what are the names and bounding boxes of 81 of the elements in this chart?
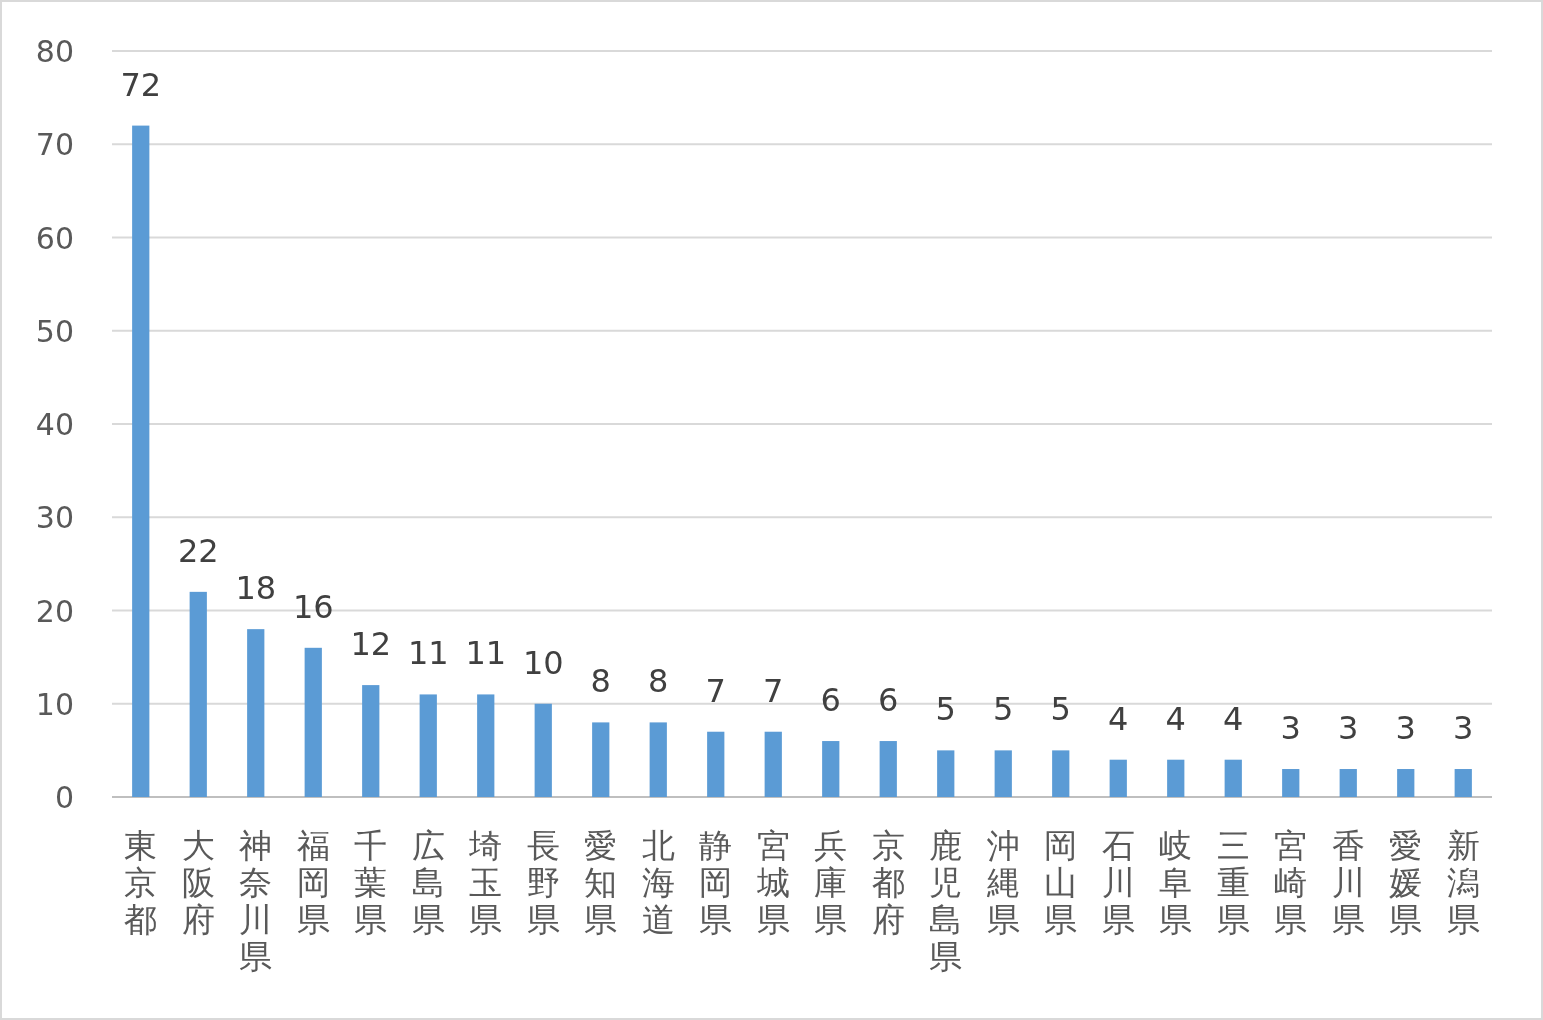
x-tick-label: 三重県 bbox=[1216, 826, 1250, 939]
data-label: 5 bbox=[993, 690, 1014, 729]
data-label: 4 bbox=[1108, 699, 1129, 738]
y-tick-label: 10 bbox=[35, 686, 74, 722]
data-label: 5 bbox=[935, 690, 956, 729]
bar bbox=[1282, 769, 1300, 797]
bar bbox=[304, 647, 322, 797]
bar bbox=[132, 125, 150, 797]
x-tick-label: 岡山県 bbox=[1044, 826, 1078, 939]
bar bbox=[994, 750, 1012, 797]
bar bbox=[1224, 759, 1242, 797]
bar bbox=[879, 741, 897, 797]
bar bbox=[247, 629, 265, 797]
data-label: 5 bbox=[1050, 690, 1071, 729]
x-tick-label: 岐阜県 bbox=[1159, 826, 1193, 939]
data-label: 7 bbox=[763, 671, 784, 710]
bar bbox=[1454, 769, 1472, 797]
data-label: 11 bbox=[407, 634, 449, 673]
x-tick-label: 大阪府 bbox=[181, 826, 215, 939]
x-tick-label: 北海道 bbox=[641, 826, 675, 939]
bar bbox=[1397, 769, 1415, 797]
x-tick-label: 広島県 bbox=[411, 826, 445, 939]
bar bbox=[937, 750, 955, 797]
data-label: 3 bbox=[1280, 709, 1301, 748]
bar bbox=[592, 722, 610, 797]
x-tick-label: 兵庫県 bbox=[814, 826, 848, 939]
x-tick-label: 宮崎県 bbox=[1274, 826, 1308, 939]
x-tick-label: 東京都 bbox=[124, 826, 158, 939]
x-tick-label: 福岡県 bbox=[296, 826, 330, 939]
data-label: 3 bbox=[1395, 709, 1416, 748]
bar bbox=[1167, 759, 1185, 797]
y-tick-label: 70 bbox=[35, 127, 74, 163]
data-label: 4 bbox=[1223, 699, 1244, 738]
bar bbox=[419, 694, 437, 797]
y-tick-label: 80 bbox=[35, 34, 74, 69]
data-label: 12 bbox=[350, 625, 392, 664]
data-label: 6 bbox=[878, 681, 899, 720]
x-tick-label: 静岡県 bbox=[699, 826, 733, 939]
data-label: 7 bbox=[705, 671, 726, 710]
x-tick-label: 鹿児島県 bbox=[929, 826, 963, 976]
data-label: 3 bbox=[1338, 709, 1359, 748]
data-label: 16 bbox=[292, 587, 334, 626]
x-tick-label: 新潟県 bbox=[1446, 826, 1480, 939]
bar bbox=[477, 694, 495, 797]
bar bbox=[764, 731, 782, 797]
data-label: 3 bbox=[1453, 709, 1474, 748]
data-label: 6 bbox=[820, 681, 841, 720]
data-label: 18 bbox=[235, 569, 277, 608]
data-label: 11 bbox=[465, 634, 507, 673]
data-label: 4 bbox=[1165, 699, 1186, 738]
data-label: 10 bbox=[522, 643, 564, 682]
x-tick-label: 埼玉県 bbox=[468, 826, 503, 939]
bar bbox=[649, 722, 667, 797]
bar bbox=[1109, 759, 1127, 797]
y-tick-label: 30 bbox=[35, 500, 74, 536]
data-label: 22 bbox=[177, 531, 219, 570]
bar bbox=[707, 731, 725, 797]
x-tick-label: 千葉県 bbox=[354, 826, 388, 939]
x-tick-label: 香川県 bbox=[1331, 826, 1365, 939]
bar bbox=[1339, 769, 1357, 797]
data-label: 8 bbox=[590, 662, 611, 701]
x-tick-label: 愛知県 bbox=[584, 826, 618, 939]
bar bbox=[534, 703, 552, 797]
x-tick-label: 石川県 bbox=[1101, 826, 1135, 939]
y-tick-label: 20 bbox=[35, 593, 74, 629]
bar bbox=[362, 685, 380, 797]
x-tick-label: 愛媛県 bbox=[1389, 826, 1423, 939]
x-tick-label: 神奈川県 bbox=[239, 826, 273, 976]
data-label: 8 bbox=[648, 662, 669, 701]
y-tick-label: 0 bbox=[54, 780, 74, 815]
bar bbox=[1052, 750, 1070, 797]
bar bbox=[822, 741, 840, 797]
x-tick-label: 長野県 bbox=[526, 826, 560, 939]
x-tick-label: 沖縄県 bbox=[985, 826, 1020, 939]
x-tick-label: 宮城県 bbox=[755, 826, 790, 939]
data-label: 72 bbox=[120, 65, 162, 104]
y-tick-label: 50 bbox=[35, 313, 74, 349]
y-tick-label: 60 bbox=[35, 220, 74, 256]
y-tick-label: 40 bbox=[35, 407, 74, 442]
x-tick-label: 京都府 bbox=[871, 826, 905, 939]
bar bbox=[189, 591, 207, 797]
